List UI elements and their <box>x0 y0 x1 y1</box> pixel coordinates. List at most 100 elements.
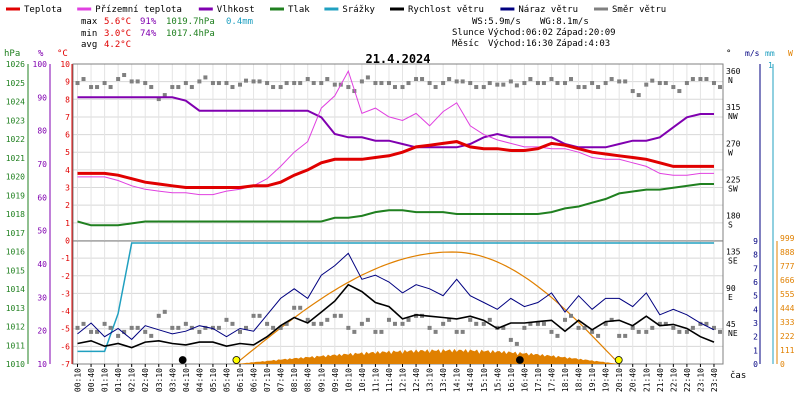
wind-direction-point <box>535 81 540 86</box>
wind-tick-label: 3 <box>753 319 758 328</box>
wind-direction-point <box>292 81 297 86</box>
wind-direction-point <box>596 85 601 90</box>
wind-direction-point <box>447 317 452 322</box>
wind-direction-point <box>325 317 330 322</box>
pressure-tick-label: 1020 <box>6 173 25 182</box>
wind-direction-point <box>305 77 310 82</box>
wind-direction-point <box>379 329 384 334</box>
wind-direction-point <box>501 325 506 330</box>
rain-tick-label: 1 <box>768 61 773 70</box>
temp-tick-label: -5 <box>60 325 70 334</box>
wind-direction-point <box>427 325 432 330</box>
wind-direction-point <box>129 79 134 84</box>
temp-tick-label: -7 <box>60 360 70 369</box>
x-tick-label: 03:10 <box>155 368 164 392</box>
wind-direction-point <box>319 81 324 86</box>
wind-direction-point <box>623 79 628 84</box>
wind-direction-point <box>468 317 473 322</box>
wind-direction-point <box>183 81 188 86</box>
wind-speed-line <box>77 283 715 349</box>
direction-name-label: NW <box>728 112 738 121</box>
x-tick-label: 07:40 <box>277 368 286 392</box>
solar-theoretical-curve <box>235 251 620 365</box>
axes: 1010101110121013101410151016101710181019… <box>6 60 795 369</box>
wind-tick-label: 4 <box>753 305 758 314</box>
x-tick-label: 20:10 <box>615 368 624 392</box>
solar-tick-label: 444 <box>780 304 795 313</box>
x-tick-label: 00:10 <box>74 368 83 392</box>
pressure-tick-label: 1010 <box>6 360 25 369</box>
temp-tick-label: 0 <box>65 236 70 245</box>
stats-max-press: 1019.7hPa <box>166 17 215 27</box>
x-tick-label: 23:40 <box>710 368 719 392</box>
wind-direction-point <box>81 321 86 326</box>
wind-direction-point <box>108 85 113 90</box>
direction-name-label: S <box>728 221 733 230</box>
wind-direction-point <box>698 77 703 82</box>
wind-direction-point <box>210 325 215 330</box>
wind-direction-point <box>359 79 364 84</box>
wind-direction-point <box>684 329 689 334</box>
solar-tick-label: 222 <box>780 332 795 341</box>
legend-label: Přízemní teplota <box>95 5 182 15</box>
temp-tick-label: -2 <box>60 272 70 281</box>
wind-direction-point <box>569 313 574 318</box>
pressure-tick-label: 1024 <box>6 98 25 107</box>
wind-tick-label: 6 <box>753 278 758 287</box>
direction-tick-label: 360 <box>726 67 741 76</box>
direction-name-label: W <box>728 148 733 157</box>
temp-tick-label: 10 <box>60 60 70 69</box>
pressure-tick-label: 1014 <box>6 285 25 294</box>
wind-direction-point <box>582 85 587 90</box>
wind-direction-point <box>298 81 303 86</box>
pressure-tick-label: 1011 <box>6 341 25 350</box>
pressure-line <box>77 183 714 227</box>
wind-direction-point <box>603 81 608 86</box>
wind-direction-point <box>102 81 107 86</box>
direction-tick-label: 270 <box>726 139 741 148</box>
wind-direction-point <box>596 333 601 338</box>
solar-tick-label: 111 <box>780 346 795 355</box>
wind-direction-point <box>271 85 276 90</box>
wind-direction-point <box>162 309 167 314</box>
temp-tick-label: 2 <box>65 201 70 210</box>
wind-direction-point <box>441 321 446 326</box>
wind-direction-point <box>238 82 243 87</box>
direction-tick-label: 45 <box>726 320 736 329</box>
wind-direction-point <box>170 85 175 90</box>
wind-direction-point <box>711 325 716 330</box>
wind-direction-point <box>684 81 689 86</box>
humidity-tick-label: 20 <box>37 327 47 336</box>
wind-direction-point <box>617 333 622 338</box>
sun-label: Slunce <box>452 28 485 38</box>
humidity-tick-label: 30 <box>37 293 47 302</box>
wind-direction-point <box>257 313 262 318</box>
temp-tick-label: 9 <box>65 78 70 87</box>
x-tick-label: 13:10 <box>426 368 435 392</box>
legend-label: Rychlost větru <box>408 5 484 15</box>
wind-direction-point <box>224 81 229 86</box>
ground-temp-line <box>77 69 714 196</box>
wind-direction-point <box>522 81 527 86</box>
wind-direction-point <box>311 321 316 326</box>
wind-direction-point <box>176 325 181 330</box>
moonset-marker <box>178 356 187 364</box>
wind-direction-point <box>400 85 405 90</box>
direction-tick-label: 180 <box>726 212 741 221</box>
wind-direction-point <box>623 333 628 338</box>
wind-tick-label: 0 <box>753 360 758 369</box>
pressure-tick-label: 1015 <box>6 266 25 275</box>
x-tick-label: 12:40 <box>412 368 421 392</box>
direction-name-label: N <box>728 76 733 85</box>
wind-direction-point <box>319 321 324 326</box>
wind-direction-point <box>609 77 614 82</box>
x-tick-label: 04:40 <box>195 368 204 392</box>
direction-tick-label: 135 <box>726 248 741 257</box>
legend-label: Srážky <box>342 5 375 15</box>
wind-tick-label: 2 <box>753 333 758 342</box>
wind-direction-point <box>650 325 655 330</box>
wind-direction-point <box>576 85 581 90</box>
wind-direction-point <box>644 329 649 334</box>
direction-name-label: SW <box>728 184 738 193</box>
wind-direction-point <box>454 329 459 334</box>
